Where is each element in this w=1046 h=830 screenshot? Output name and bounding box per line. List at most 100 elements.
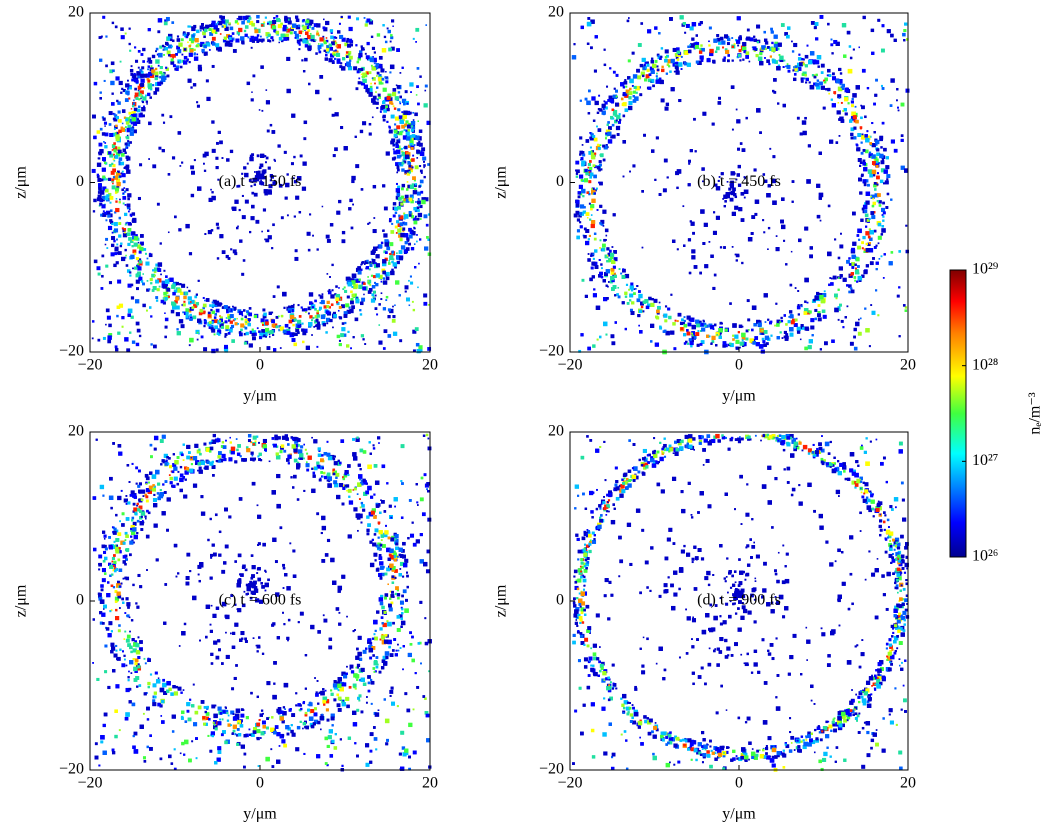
density-speck bbox=[380, 241, 384, 245]
density-speck bbox=[112, 132, 116, 137]
density-speck bbox=[111, 21, 115, 25]
density-speck bbox=[314, 320, 318, 324]
density-speck bbox=[266, 346, 271, 350]
density-speck bbox=[125, 188, 129, 192]
density-speck bbox=[624, 295, 628, 298]
density-speck bbox=[137, 266, 142, 271]
density-speck bbox=[711, 340, 715, 343]
density-speck bbox=[395, 280, 400, 285]
density-speck bbox=[683, 323, 688, 328]
density-speck bbox=[156, 53, 159, 56]
density-speck bbox=[604, 254, 609, 259]
density-speck bbox=[340, 125, 344, 130]
density-speck bbox=[399, 95, 402, 99]
density-speck bbox=[165, 16, 170, 21]
density-speck bbox=[145, 73, 150, 78]
density-speck bbox=[601, 110, 606, 115]
density-speck bbox=[350, 43, 353, 47]
density-speck bbox=[211, 304, 215, 307]
density-speck bbox=[157, 81, 162, 86]
density-speck bbox=[724, 343, 728, 348]
density-speck bbox=[232, 308, 235, 311]
density-speck bbox=[205, 42, 211, 47]
density-speck bbox=[417, 137, 422, 141]
density-speck bbox=[170, 38, 173, 42]
density-speck bbox=[639, 330, 643, 334]
density-speck bbox=[588, 234, 591, 237]
density-speck bbox=[890, 78, 895, 83]
density-speck bbox=[420, 150, 423, 152]
density-speck bbox=[351, 286, 354, 288]
density-speck bbox=[322, 26, 326, 30]
density-speck bbox=[293, 342, 298, 347]
density-speck bbox=[335, 285, 338, 288]
density-speck bbox=[178, 228, 182, 232]
density-speck bbox=[369, 57, 374, 63]
density-speck bbox=[140, 280, 144, 283]
density-speck bbox=[304, 57, 308, 62]
density-speck bbox=[680, 68, 683, 70]
density-speck bbox=[236, 22, 240, 25]
density-speck bbox=[830, 98, 833, 101]
density-speck bbox=[137, 89, 140, 92]
density-speck bbox=[382, 307, 387, 311]
density-speck bbox=[110, 252, 115, 257]
density-speck bbox=[251, 22, 255, 27]
density-speck bbox=[340, 333, 345, 338]
density-speck bbox=[247, 36, 250, 39]
density-speck bbox=[587, 258, 591, 262]
density-speck bbox=[295, 24, 301, 30]
density-speck bbox=[800, 304, 803, 307]
density-speck bbox=[291, 23, 297, 28]
density-speck bbox=[252, 177, 257, 183]
density-speck bbox=[608, 126, 612, 130]
density-speck bbox=[132, 249, 137, 254]
density-speck bbox=[345, 55, 349, 58]
density-speck bbox=[876, 175, 880, 180]
density-speck bbox=[120, 91, 123, 94]
density-speck bbox=[588, 151, 593, 155]
density-speck bbox=[277, 144, 281, 148]
density-speck bbox=[169, 54, 173, 58]
density-speck bbox=[340, 15, 343, 19]
density-speck bbox=[800, 324, 804, 328]
density-speck bbox=[396, 139, 401, 144]
density-speck bbox=[135, 80, 139, 84]
density-speck bbox=[326, 305, 330, 309]
density-speck bbox=[360, 301, 364, 306]
density-speck bbox=[221, 25, 224, 28]
density-speck bbox=[406, 136, 411, 141]
density-speck bbox=[249, 20, 254, 26]
density-speck bbox=[427, 303, 430, 306]
density-speck bbox=[186, 32, 190, 36]
density-speck bbox=[358, 284, 363, 290]
density-speck bbox=[251, 91, 253, 93]
density-speck bbox=[644, 78, 648, 82]
density-speck bbox=[723, 246, 726, 249]
density-speck bbox=[226, 306, 231, 311]
density-speck bbox=[638, 290, 641, 293]
density-speck bbox=[395, 188, 401, 193]
density-speck bbox=[142, 114, 145, 118]
density-speck bbox=[247, 318, 251, 322]
density-speck bbox=[211, 22, 216, 28]
density-speck bbox=[130, 215, 133, 218]
density-speck bbox=[835, 41, 840, 46]
density-speck bbox=[415, 201, 417, 203]
density-speck bbox=[874, 188, 877, 191]
density-speck bbox=[334, 293, 337, 296]
density-speck bbox=[700, 44, 703, 47]
density-speck bbox=[388, 126, 391, 129]
density-speck bbox=[378, 303, 381, 306]
density-speck bbox=[118, 234, 122, 238]
density-speck bbox=[225, 19, 229, 24]
density-speck bbox=[352, 336, 355, 339]
density-speck bbox=[193, 53, 196, 56]
density-speck bbox=[402, 135, 408, 140]
density-speck bbox=[385, 80, 389, 84]
density-speck bbox=[258, 109, 261, 111]
density-speck bbox=[363, 17, 366, 19]
density-speck bbox=[221, 306, 225, 309]
density-speck bbox=[382, 87, 387, 92]
density-speck bbox=[791, 180, 795, 183]
